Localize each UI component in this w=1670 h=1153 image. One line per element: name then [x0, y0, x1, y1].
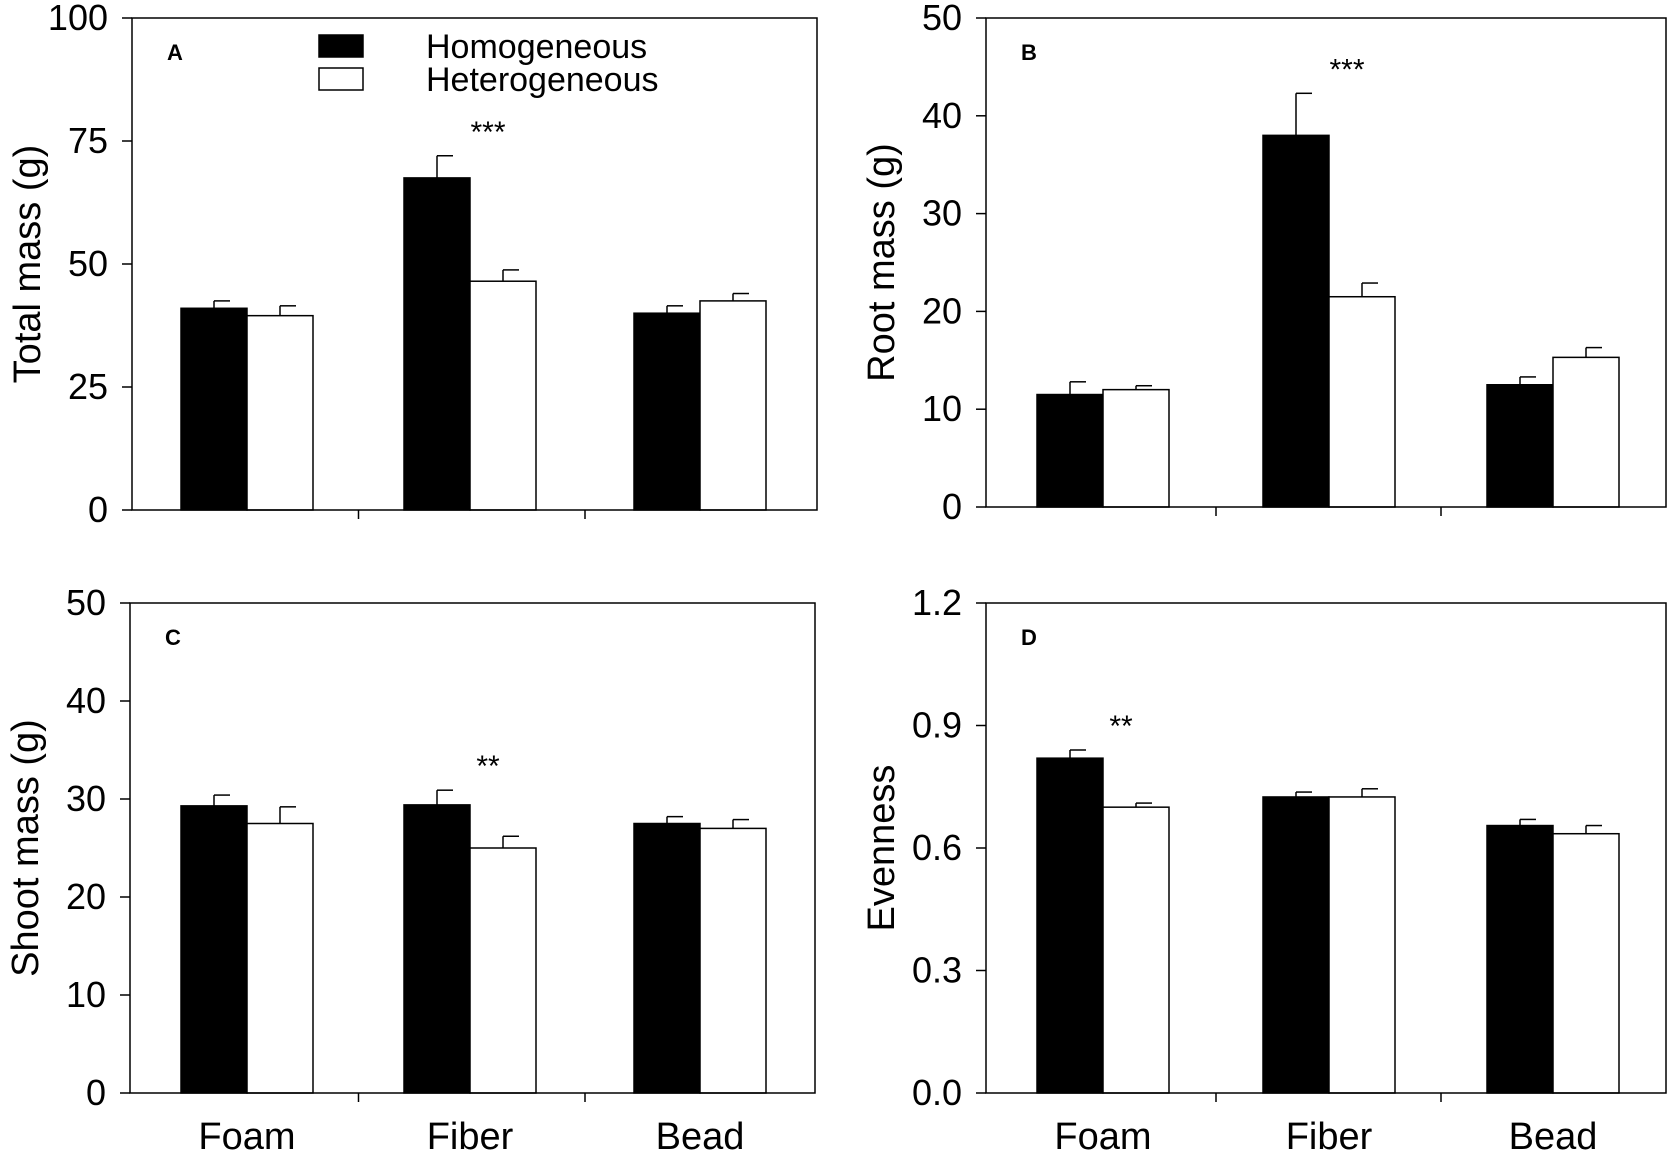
- bar-b-foam-heterogeneous: [1102, 388, 1170, 508]
- bar-d-fiber-heterogeneous: [1328, 796, 1396, 1094]
- y-tick-label-c: 30: [66, 778, 106, 819]
- bar-b-bead-homogeneous: [1486, 384, 1554, 508]
- legend-label-homogeneous: Homogeneous: [426, 28, 647, 66]
- panel-label-b: B: [1021, 40, 1037, 65]
- y-axis-title-c: Shoot mass (g): [5, 719, 47, 977]
- y-axis-title-d: Evenness: [861, 765, 903, 932]
- bar-b-foam-homogeneous: [1036, 393, 1104, 508]
- bar-b-bead-heterogeneous: [1552, 356, 1620, 508]
- bar-d-bead-homogeneous: [1486, 824, 1554, 1094]
- y-tick-label-a: 25: [68, 366, 108, 407]
- significance-c-fiber: **: [476, 750, 500, 783]
- y-tick-label-c: 0: [86, 1072, 106, 1113]
- bar-d-bead-heterogeneous: [1552, 832, 1620, 1094]
- bar-c-foam-heterogeneous: [246, 822, 314, 1094]
- significance-a-fiber: ***: [470, 116, 505, 149]
- y-tick-label-c: 20: [66, 876, 106, 917]
- y-tick-label-c: 50: [66, 582, 106, 623]
- bar-b-fiber-heterogeneous: [1328, 295, 1396, 508]
- y-axis-title-b: Root mass (g): [861, 143, 903, 382]
- significance-b-fiber: ***: [1329, 53, 1364, 86]
- bar-c-fiber-homogeneous: [403, 804, 471, 1094]
- y-axis-title-a: Total mass (g): [7, 145, 49, 384]
- panel-label-a: A: [167, 40, 183, 65]
- bar-d-fiber-homogeneous: [1262, 796, 1330, 1094]
- x-category-label-c-foam: Foam: [198, 1116, 295, 1153]
- y-tick-label-b: 10: [922, 388, 962, 429]
- y-tick-label-d: 0.3: [912, 950, 962, 991]
- plot-frame-b: [985, 17, 1667, 508]
- bar-b-fiber-homogeneous: [1262, 134, 1330, 508]
- significance-d-foam: **: [1109, 710, 1133, 743]
- x-category-label-d-foam: Foam: [1054, 1116, 1151, 1153]
- y-tick-label-d: 0.6: [912, 827, 962, 868]
- y-tick-label-d: 1.2: [912, 582, 962, 623]
- panel-label-d: D: [1021, 625, 1037, 650]
- plot-frame-c: [129, 602, 816, 1094]
- bar-a-fiber-heterogeneous: [469, 280, 537, 511]
- y-tick-label-b: 20: [922, 290, 962, 331]
- bar-d-foam-heterogeneous: [1102, 806, 1170, 1094]
- y-tick-label-c: 10: [66, 974, 106, 1015]
- y-tick-label-b: 40: [922, 95, 962, 136]
- legend: Homogeneous Heterogeneous: [318, 28, 659, 99]
- x-category-label-c-fiber: Fiber: [427, 1116, 514, 1153]
- y-tick-label-b: 30: [922, 193, 962, 234]
- y-tick-label-a: 50: [68, 243, 108, 284]
- bar-c-foam-homogeneous: [180, 805, 248, 1094]
- y-tick-label-a: 0: [88, 489, 108, 530]
- bar-c-fiber-heterogeneous: [469, 847, 537, 1094]
- panel-label-c: C: [165, 625, 181, 650]
- y-tick-label-b: 50: [922, 0, 962, 38]
- bar-c-bead-homogeneous: [633, 822, 701, 1094]
- bar-a-fiber-homogeneous: [403, 177, 471, 511]
- x-category-label-c-bead: Bead: [656, 1116, 745, 1153]
- x-category-label-d-bead: Bead: [1509, 1116, 1598, 1153]
- y-tick-label-a: 100: [48, 0, 108, 38]
- bar-a-bead-homogeneous: [633, 312, 701, 511]
- y-tick-label-d: 0.9: [912, 705, 962, 746]
- legend-swatch-heterogeneous: [318, 67, 364, 91]
- y-tick-label-a: 75: [68, 120, 108, 161]
- bar-c-bead-heterogeneous: [699, 827, 767, 1094]
- bar-d-foam-homogeneous: [1036, 757, 1104, 1094]
- y-tick-label-b: 0: [942, 486, 962, 527]
- y-tick-label-d: 0.0: [912, 1072, 962, 1113]
- legend-label-heterogeneous: Heterogeneous: [426, 61, 659, 99]
- bar-a-bead-heterogeneous: [699, 300, 767, 511]
- y-tick-label-c: 40: [66, 680, 106, 721]
- bar-a-foam-heterogeneous: [246, 314, 314, 511]
- legend-swatch-homogeneous: [318, 34, 364, 58]
- bar-a-foam-homogeneous: [180, 307, 248, 511]
- x-category-label-d-fiber: Fiber: [1286, 1116, 1373, 1153]
